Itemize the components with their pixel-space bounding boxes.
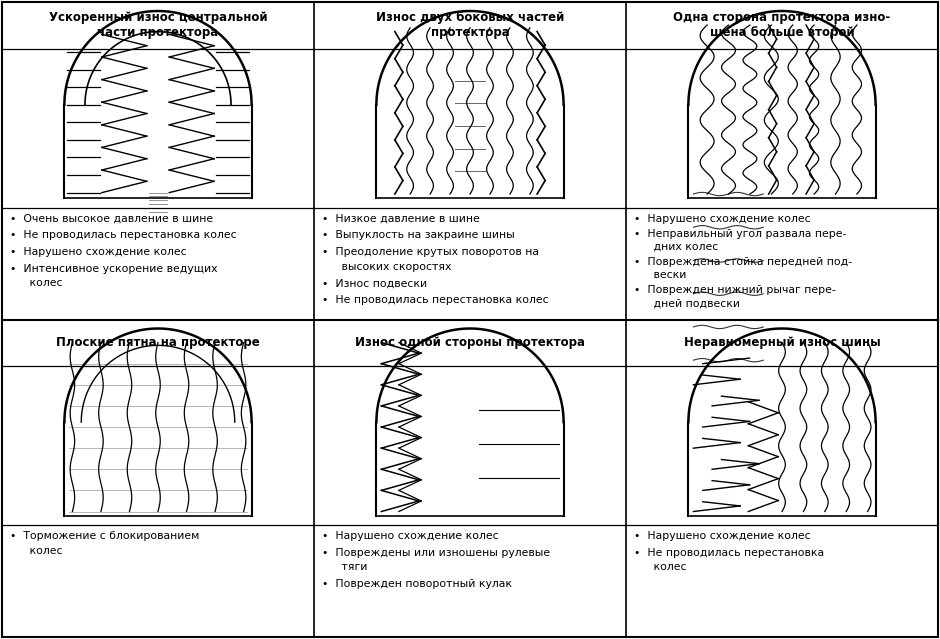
Text: •  Поврежден поворотный кулак: • Поврежден поворотный кулак bbox=[322, 579, 512, 589]
Text: •  Низкое давление в шине: • Низкое давление в шине bbox=[322, 213, 479, 224]
Text: колес: колес bbox=[19, 546, 62, 556]
Text: Одна сторона протектора изно-
шена больше второй: Одна сторона протектора изно- шена больш… bbox=[673, 12, 890, 40]
Text: •  Нарушено схождение колес: • Нарушено схождение колес bbox=[634, 213, 810, 224]
Text: •  Повреждена стойка передней под-: • Повреждена стойка передней под- bbox=[634, 257, 853, 267]
Text: •  Неправильный угол развала пере-: • Неправильный угол развала пере- bbox=[634, 229, 846, 239]
Text: •  Очень высокое давление в шине: • Очень высокое давление в шине bbox=[10, 213, 213, 224]
Text: •  Поврежден нижний рычаг пере-: • Поврежден нижний рычаг пере- bbox=[634, 286, 836, 295]
Text: •  Нарушено схождение колес: • Нарушено схождение колес bbox=[634, 531, 810, 541]
Text: Неравномерный износ шины: Неравномерный износ шины bbox=[683, 337, 881, 350]
Text: дней подвески: дней подвески bbox=[643, 298, 740, 309]
Text: •  Преодоление крутых поворотов на: • Преодоление крутых поворотов на bbox=[322, 247, 539, 257]
Text: колес: колес bbox=[19, 278, 62, 288]
Text: Износ двух боковых частей
протектора: Износ двух боковых частей протектора bbox=[376, 12, 564, 40]
Text: •  Не проводилась перестановка колес: • Не проводилась перестановка колес bbox=[10, 231, 237, 240]
Text: •  Выпуклость на закраине шины: • Выпуклость на закраине шины bbox=[322, 231, 515, 240]
Text: Износ одной стороны протектора: Износ одной стороны протектора bbox=[355, 337, 585, 350]
Text: колес: колес bbox=[643, 562, 686, 573]
Text: •  Интенсивное ускорение ведущих: • Интенсивное ускорение ведущих bbox=[10, 264, 217, 273]
Text: вески: вески bbox=[643, 270, 686, 281]
Text: •  Торможение с блокированием: • Торможение с блокированием bbox=[10, 531, 199, 541]
Text: высоких скоростях: высоких скоростях bbox=[331, 261, 451, 272]
Text: Плоские пятна на протекторе: Плоские пятна на протекторе bbox=[56, 337, 259, 350]
Text: Ускоренный износ центральной
части протектора: Ускоренный износ центральной части проте… bbox=[49, 12, 267, 40]
Text: •  Износ подвески: • Износ подвески bbox=[322, 278, 427, 288]
Text: •  Не проводилась перестановка колес: • Не проводилась перестановка колес bbox=[322, 295, 549, 305]
Text: •  Повреждены или изношены рулевые: • Повреждены или изношены рулевые bbox=[322, 548, 550, 558]
Text: •  Не проводилась перестановка: • Не проводилась перестановка bbox=[634, 548, 824, 558]
Text: •  Нарушено схождение колес: • Нарушено схождение колес bbox=[10, 247, 187, 257]
Text: дних колес: дних колес bbox=[643, 242, 718, 252]
Text: тяги: тяги bbox=[331, 562, 368, 573]
Text: •  Нарушено схождение колес: • Нарушено схождение колес bbox=[322, 531, 498, 541]
